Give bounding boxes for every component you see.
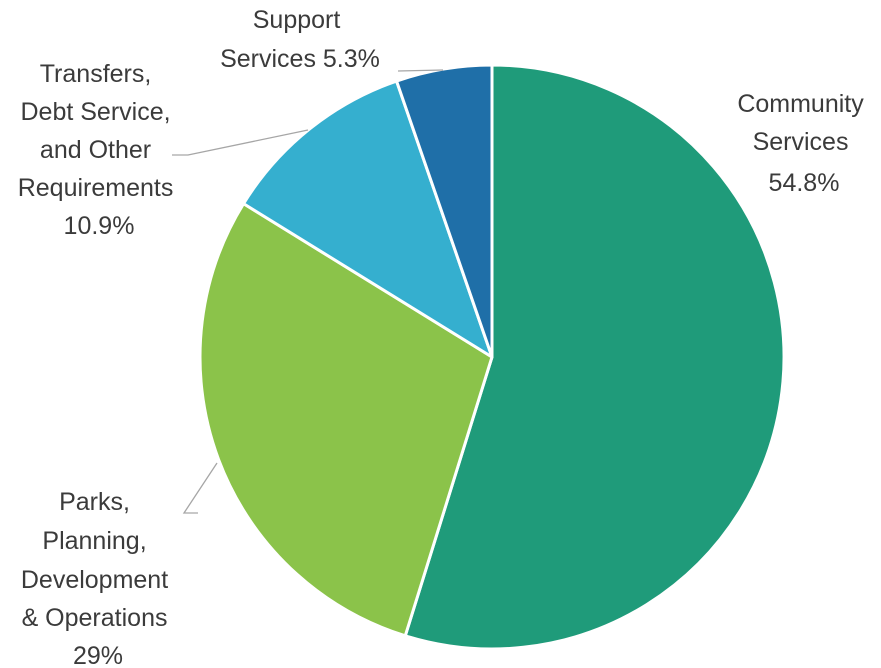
label-line: Community: [737, 90, 864, 118]
slice-labels: Community Services 54.8% Parks, Planning…: [18, 6, 870, 668]
label-line: Development: [21, 566, 168, 594]
slice-label-transfers: Transfers, Debt Service, and Other Requi…: [18, 60, 181, 240]
slice-label-support-services: Support Services 5.3%: [220, 6, 380, 73]
slice-label-parks: Parks, Planning, Development & Operation…: [21, 488, 175, 668]
label-line: Requirements: [18, 174, 174, 202]
pie-slice-transfers-debt-service-and-other-requirements: [242, 79, 494, 359]
pie-slices: [198, 63, 786, 651]
label-line: Planning,: [42, 527, 146, 555]
label-line: Transfers,: [40, 60, 152, 88]
pie-slice-parks-planning-development-operations: [198, 202, 494, 638]
label-line: Services: [753, 128, 849, 156]
leader-line-support-services: [397, 69, 444, 72]
leader-line-transfers: [172, 129, 309, 156]
leader-lines: [172, 69, 444, 514]
label-line: and Other: [40, 136, 151, 164]
label-line: Services 5.3%: [220, 45, 380, 73]
pie-slice-community-services: [403, 63, 786, 651]
pie-slice-support-services: [395, 63, 494, 359]
label-line: Support: [253, 6, 341, 34]
leader-line-parks: [182, 462, 218, 514]
label-line: Debt Service,: [20, 98, 170, 126]
slice-label-community-services: Community Services 54.8%: [737, 90, 870, 197]
label-line: & Operations: [22, 604, 168, 632]
slice-value-label: 5.3%: [323, 45, 380, 73]
label-line: Parks,: [59, 488, 130, 516]
slice-value-label: 54.8%: [769, 169, 840, 197]
slice-value-label: 10.9%: [64, 212, 135, 240]
slice-value-label: 29%: [73, 642, 123, 668]
